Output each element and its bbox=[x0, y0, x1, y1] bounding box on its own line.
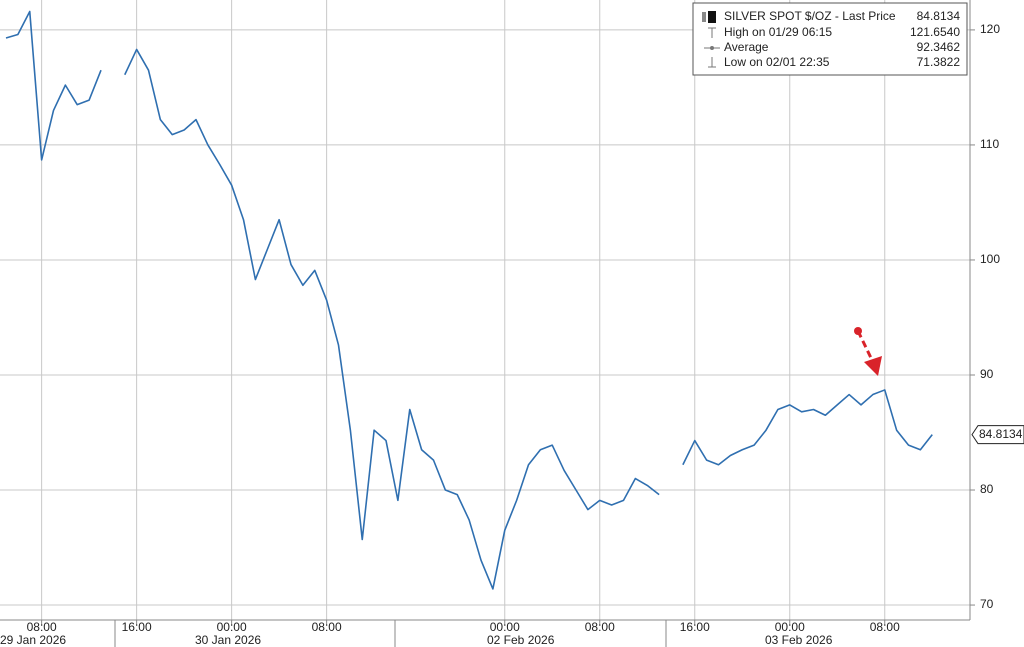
arrow-head bbox=[864, 356, 882, 376]
last-price-label: 84.8134 bbox=[979, 427, 1023, 441]
x-tick-label: 16:00 bbox=[680, 620, 710, 634]
x-tick-label: 00:00 bbox=[490, 620, 520, 634]
x-tick-label: 08:00 bbox=[585, 620, 615, 634]
legend: SILVER SPOT $/OZ - Last Price 84.8134 Hi… bbox=[692, 2, 968, 76]
legend-label: High on 01/29 06:15 bbox=[724, 25, 832, 39]
y-tick-label: 110 bbox=[980, 137, 999, 151]
price-line bbox=[5, 10, 933, 590]
y-tick-label: 90 bbox=[980, 367, 994, 381]
legend-label: SILVER SPOT $/OZ - Last Price bbox=[724, 9, 896, 23]
legend-label: Average bbox=[724, 40, 769, 54]
legend-value: 71.3822 bbox=[917, 55, 961, 69]
legend-icon bbox=[708, 11, 716, 23]
legend-value: 121.6540 bbox=[910, 25, 960, 39]
y-tick-label: 70 bbox=[980, 597, 994, 611]
legend-value: 84.8134 bbox=[917, 9, 961, 23]
last-price-tag bbox=[971, 425, 1024, 445]
legend-box bbox=[692, 2, 968, 76]
y-tick-label: 80 bbox=[980, 482, 994, 496]
x-tick-label: 00:00 bbox=[217, 620, 247, 634]
arrow-line bbox=[856, 330, 874, 361]
legend-label: Low on 02/01 22:35 bbox=[724, 55, 830, 69]
legend-icon bbox=[710, 46, 714, 50]
date-label: 02 Feb 2026 bbox=[487, 633, 555, 647]
date-label: 03 Feb 2026 bbox=[765, 633, 833, 647]
date-label: 30 Jan 2026 bbox=[195, 633, 261, 647]
annotation-arrow bbox=[854, 327, 882, 376]
legend-value: 92.3462 bbox=[917, 40, 961, 54]
x-tick-label: 00:00 bbox=[775, 620, 805, 634]
x-tick-label: 08:00 bbox=[27, 620, 57, 634]
x-tick-label: 08:00 bbox=[870, 620, 900, 634]
legend-icon bbox=[702, 12, 706, 22]
x-tick-label: 16:00 bbox=[122, 620, 152, 634]
separators bbox=[114, 620, 667, 647]
date-label: 29 Jan 2026 bbox=[0, 633, 66, 647]
y-tick-label: 120 bbox=[980, 22, 1000, 36]
x-tick-label: 08:00 bbox=[312, 620, 342, 634]
y-tick-label: 100 bbox=[980, 252, 1000, 266]
